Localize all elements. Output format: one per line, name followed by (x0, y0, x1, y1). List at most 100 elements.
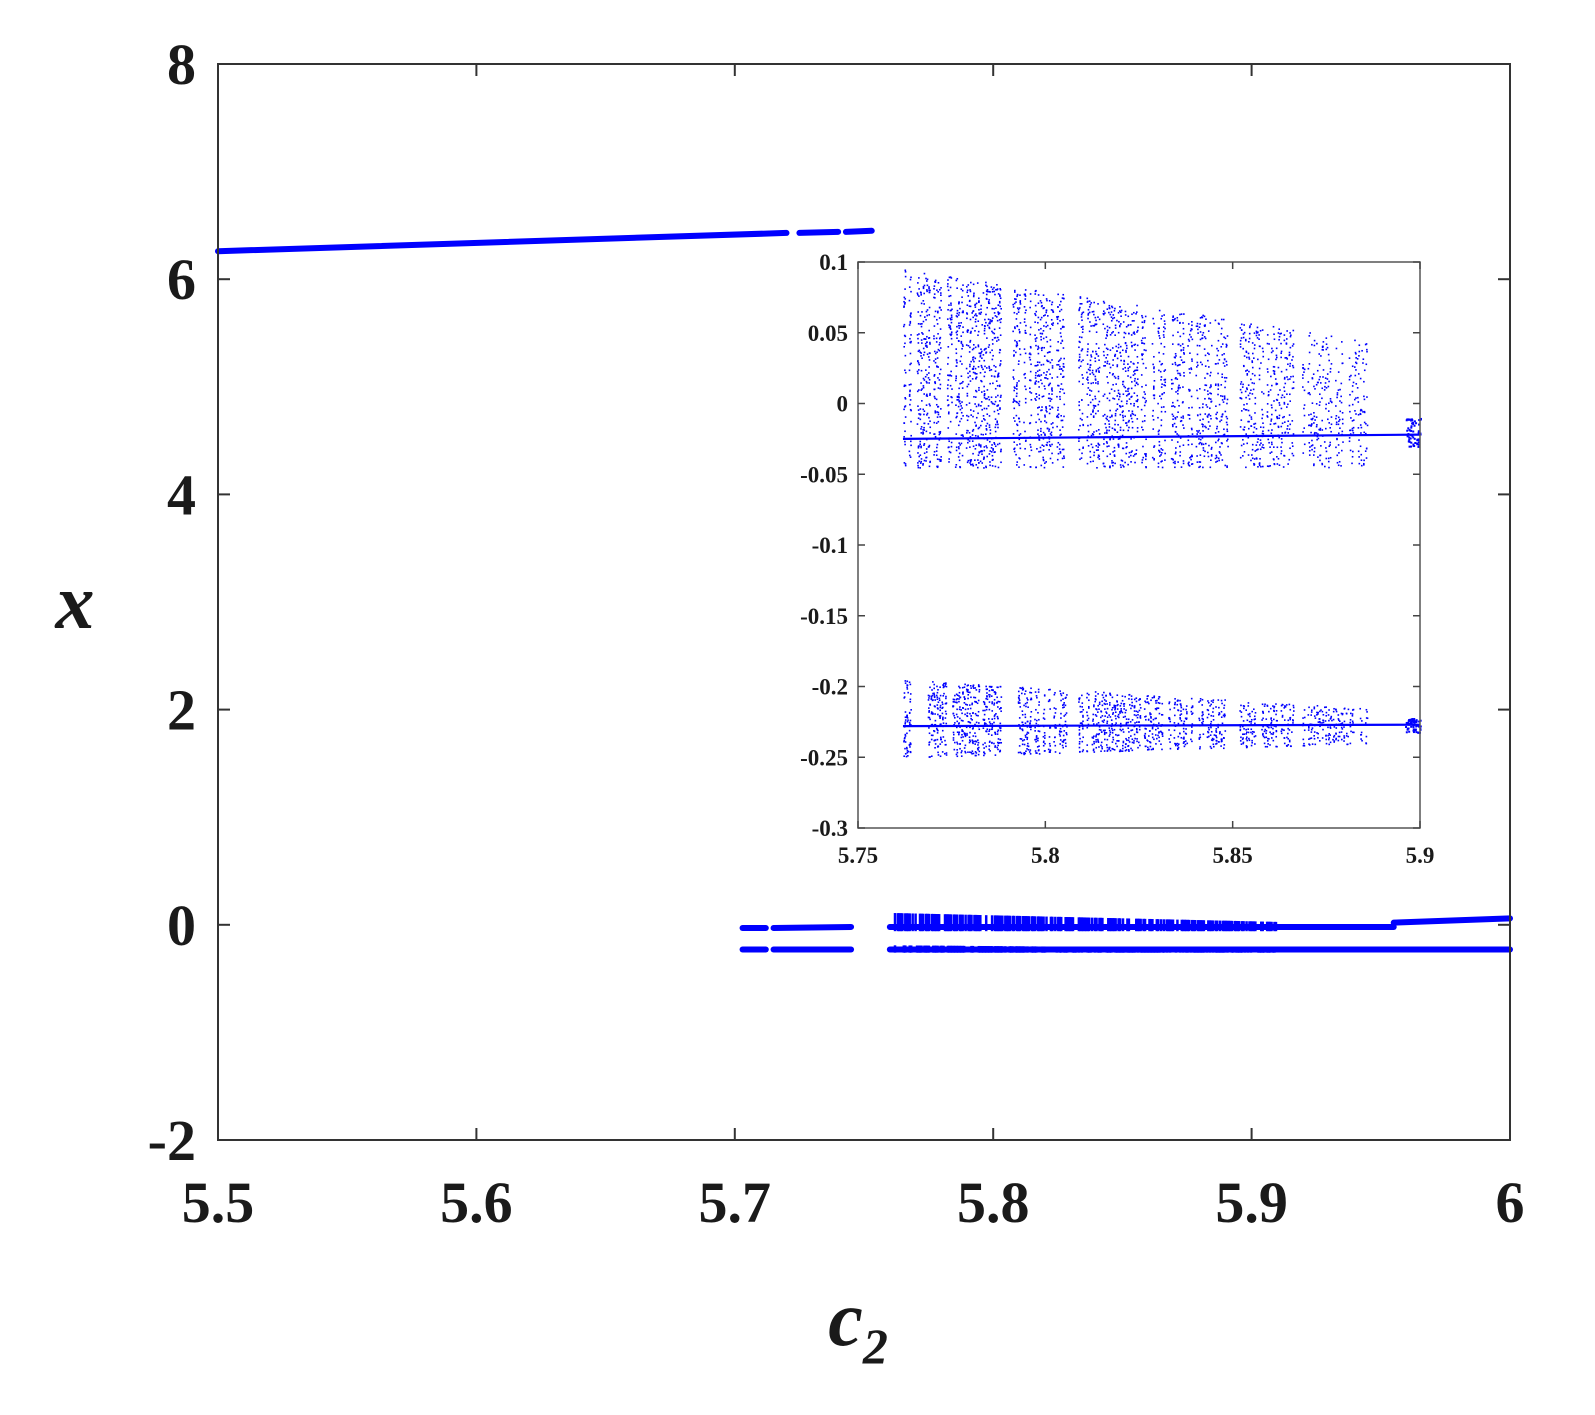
inset-lower-point (1173, 729, 1176, 732)
inset-upper-point (1349, 410, 1351, 413)
inset-upper-point (973, 360, 975, 363)
inset-upper-point (999, 349, 1002, 351)
inset-upper-point (971, 348, 974, 351)
inset-lower-point (1042, 740, 1045, 743)
inset-upper-point (1051, 390, 1054, 392)
inset-lower-point (1024, 722, 1027, 724)
inset-upper-point (1283, 378, 1286, 380)
inset-upper-point (1051, 377, 1053, 379)
inset-lower-point (1144, 735, 1146, 738)
inset-upper-point (1108, 445, 1110, 447)
inset-upper-point (1134, 369, 1136, 372)
inset-upper-point (955, 433, 958, 435)
inset-upper-point (1157, 462, 1160, 465)
inset-upper-point (1318, 353, 1321, 355)
inset-chart: 5.75 5.8 5.85 5.9 -0.3-0.25-0.2-0.15-0.1-0.… (768, 246, 1438, 868)
inset-lower-point (1053, 741, 1055, 743)
inset-upper-point (1060, 308, 1063, 311)
inset-lower-point (956, 751, 959, 754)
inset-upper-point (978, 352, 981, 355)
inset-lower-point (1158, 696, 1161, 698)
inset-upper-point (1254, 422, 1257, 425)
inset-upper-point (1028, 356, 1031, 359)
inset-upper-point (909, 341, 911, 344)
inset-upper-point (1089, 456, 1092, 459)
inset-upper-point (1172, 319, 1174, 322)
inset-lower-point (928, 707, 930, 709)
inset-upper-point (1112, 383, 1114, 386)
inset-upper-point (1104, 327, 1106, 330)
inset-upper-point (1144, 337, 1146, 339)
inset-lower-point (1021, 686, 1024, 689)
inset-upper-point (1145, 438, 1147, 441)
inset-upper-point (1045, 409, 1047, 412)
inset-lower-point (932, 681, 934, 683)
inset-upper-point (1049, 361, 1052, 364)
inset-lower-point (993, 702, 996, 705)
inset-upper-point (1247, 352, 1250, 355)
inset-upper-point (993, 375, 996, 378)
inset-upper-point (974, 403, 976, 405)
inset-upper-point (1335, 417, 1337, 420)
inset-lower-point (1102, 721, 1105, 723)
inset-upper-point (1174, 452, 1177, 455)
inset-upper-point (933, 360, 935, 362)
inset-upper-point (1122, 464, 1124, 467)
inset-upper-point (1363, 462, 1365, 465)
inset-upper-point (937, 311, 939, 314)
inset-upper-point (1038, 397, 1041, 400)
inset-upper-point (1130, 387, 1133, 390)
inset-lower-point (1098, 703, 1101, 705)
inset-upper-point (1028, 455, 1031, 457)
inset-lower-point (1037, 730, 1040, 732)
inset-upper-point (1210, 400, 1213, 403)
inset-lower-point (999, 685, 1002, 688)
inset-upper-point (1114, 334, 1116, 336)
inset-upper-point (1286, 406, 1288, 408)
inset-lower-point (956, 694, 959, 697)
inset-upper-point (1110, 388, 1113, 391)
inset-lower-point (1036, 752, 1038, 754)
inset-upper-point (1042, 314, 1045, 317)
inset-upper-point (1240, 329, 1243, 331)
inset-lower-point (1048, 742, 1051, 745)
inset-upper-point (994, 418, 997, 420)
inset-upper-point (1125, 442, 1128, 444)
inset-upper-point (1035, 393, 1038, 395)
inset-upper-point (996, 316, 998, 318)
inset-upper-point (1251, 361, 1254, 364)
inset-upper-point (1024, 295, 1027, 297)
inset-upper-point (1157, 332, 1160, 334)
inset-upper-point (1086, 462, 1089, 465)
inset-upper-point (903, 305, 905, 307)
inset-lower-point (983, 751, 985, 753)
inset-upper-point (1217, 372, 1219, 375)
inset-lower-point (1098, 732, 1100, 735)
inset-upper-point (1096, 466, 1098, 469)
inset-upper-point (1012, 306, 1015, 308)
inset-upper-point (1281, 422, 1284, 425)
inset-upper-point (921, 323, 923, 325)
inset-upper-point (1124, 422, 1127, 424)
inset-upper-point (1037, 352, 1040, 355)
inset-lower-point (1152, 747, 1154, 750)
inset-upper-point (1023, 464, 1026, 466)
inset-upper-point (1325, 348, 1328, 351)
inset-upper-point (1342, 441, 1344, 443)
inset-upper-point (1109, 366, 1112, 369)
inset-upper-point (1024, 447, 1026, 450)
inset-upper-point (970, 281, 972, 284)
inset-upper-point (1318, 428, 1320, 431)
inset-upper-point (938, 431, 941, 433)
inset-lower-point (1037, 688, 1040, 691)
inset-lower-point (994, 733, 997, 735)
inset-upper-point (1035, 371, 1037, 374)
inset-upper-point (1044, 416, 1046, 418)
inset-upper-point (1222, 401, 1225, 403)
inset-upper-point (1270, 451, 1273, 453)
inset-lower-point (1180, 710, 1182, 712)
inset-lower-point (1119, 749, 1122, 751)
inset-upper-point (908, 454, 911, 457)
inset-upper-point (1092, 460, 1094, 463)
inset-upper-point (1177, 386, 1180, 389)
